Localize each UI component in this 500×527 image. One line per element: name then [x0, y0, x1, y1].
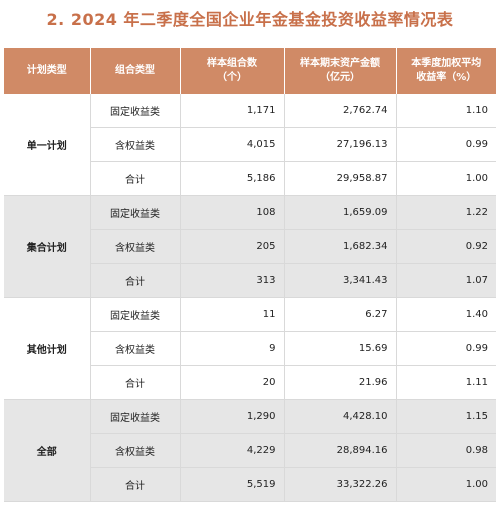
- yield-cell: 1.15: [396, 399, 496, 434]
- portfolio-type-cell: 含权益类: [90, 331, 181, 366]
- table-row: 集合计划 固定收益类 108 1,659.09 1.22: [4, 195, 496, 298]
- count-cell: 5,519: [180, 467, 285, 502]
- portfolio-type-cell: 含权益类: [90, 127, 181, 162]
- yield-cell: 0.92: [396, 229, 496, 264]
- portfolio-type-cell: 合计: [90, 263, 181, 298]
- count-cell: 20: [180, 365, 285, 400]
- portfolio-type-cell: 合计: [90, 467, 181, 502]
- count-cell: 11: [180, 297, 285, 332]
- table-header-row: 计划类型 组合类型 样本组合数 （个） 样本期末资产金额 （亿元） 本季度加权平…: [4, 48, 496, 94]
- header-plan-type: 计划类型: [4, 48, 91, 94]
- portfolio-type-cell: 合计: [90, 161, 181, 196]
- yield-cell: 0.99: [396, 331, 496, 366]
- count-cell: 205: [180, 229, 285, 264]
- assets-cell: 2,762.74: [284, 94, 397, 128]
- table-row: 合计 5,519 33,322.26 1.00: [4, 467, 496, 502]
- portfolio-type-cell: 合计: [90, 365, 181, 400]
- count-cell: 4,229: [180, 433, 285, 468]
- yield-cell: 1.40: [396, 297, 496, 332]
- count-cell: 1,171: [180, 94, 285, 128]
- plan-type-cell: 单一计划: [4, 94, 91, 196]
- count-cell: 5,186: [180, 161, 285, 196]
- assets-cell: 33,322.26: [284, 467, 397, 502]
- table-row: 含权益类 9 15.69 0.99: [4, 331, 496, 366]
- yield-table: 计划类型 组合类型 样本组合数 （个） 样本期末资产金额 （亿元） 本季度加权平…: [4, 48, 496, 502]
- assets-cell: 4,428.10: [284, 399, 397, 434]
- yield-cell: 0.99: [396, 127, 496, 162]
- header-weighted-yield: 本季度加权平均 收益率（%）: [396, 48, 496, 94]
- yield-cell: 1.07: [396, 263, 496, 298]
- count-cell: 108: [180, 195, 285, 230]
- portfolio-type-cell: 固定收益类: [90, 399, 181, 434]
- count-cell: 313: [180, 263, 285, 298]
- table-row: 全部 固定收益类 1,290 4,428.10 1.15: [4, 399, 496, 502]
- header-sample-count: 样本组合数 （个）: [180, 48, 285, 94]
- assets-cell: 1,682.34: [284, 229, 397, 264]
- count-cell: 4,015: [180, 127, 285, 162]
- portfolio-type-cell: 含权益类: [90, 433, 181, 468]
- yield-cell: 0.98: [396, 433, 496, 468]
- yield-cell: 1.00: [396, 161, 496, 196]
- assets-cell: 28,894.16: [284, 433, 397, 468]
- header-portfolio-type: 组合类型: [90, 48, 181, 94]
- yield-cell: 1.10: [396, 94, 496, 128]
- portfolio-type-cell: 含权益类: [90, 229, 181, 264]
- plan-type-cell: 全部: [4, 399, 91, 502]
- portfolio-type-cell: 固定收益类: [90, 195, 181, 230]
- table-row: 合计 5,186 29,958.87 1.00: [4, 161, 496, 196]
- table-row: 含权益类 4,015 27,196.13 0.99: [4, 127, 496, 162]
- count-cell: 9: [180, 331, 285, 366]
- assets-cell: 15.69: [284, 331, 397, 366]
- plan-type-cell: 其他计划: [4, 297, 91, 400]
- assets-cell: 6.27: [284, 297, 397, 332]
- yield-cell: 1.00: [396, 467, 496, 502]
- table-row: 单一计划 固定收益类 1,171 2,762.74 1.10: [4, 94, 496, 196]
- assets-cell: 21.96: [284, 365, 397, 400]
- assets-cell: 27,196.13: [284, 127, 397, 162]
- table-row: 其他计划 固定收益类 11 6.27 1.40: [4, 297, 496, 400]
- yield-cell: 1.11: [396, 365, 496, 400]
- table-row: 含权益类 4,229 28,894.16 0.98: [4, 433, 496, 468]
- portfolio-type-cell: 固定收益类: [90, 94, 181, 128]
- plan-type-cell: 集合计划: [4, 195, 91, 298]
- assets-cell: 29,958.87: [284, 161, 397, 196]
- table-row: 含权益类 205 1,682.34 0.92: [4, 229, 496, 264]
- table-row: 合计 20 21.96 1.11: [4, 365, 496, 400]
- header-asset-amount: 样本期末资产金额 （亿元）: [284, 48, 397, 94]
- table-row: 合计 313 3,341.43 1.07: [4, 263, 496, 298]
- assets-cell: 3,341.43: [284, 263, 397, 298]
- yield-cell: 1.22: [396, 195, 496, 230]
- page-title: 2. 2024 年二季度全国企业年金基金投资收益率情况表: [46, 10, 454, 29]
- count-cell: 1,290: [180, 399, 285, 434]
- portfolio-type-cell: 固定收益类: [90, 297, 181, 332]
- assets-cell: 1,659.09: [284, 195, 397, 230]
